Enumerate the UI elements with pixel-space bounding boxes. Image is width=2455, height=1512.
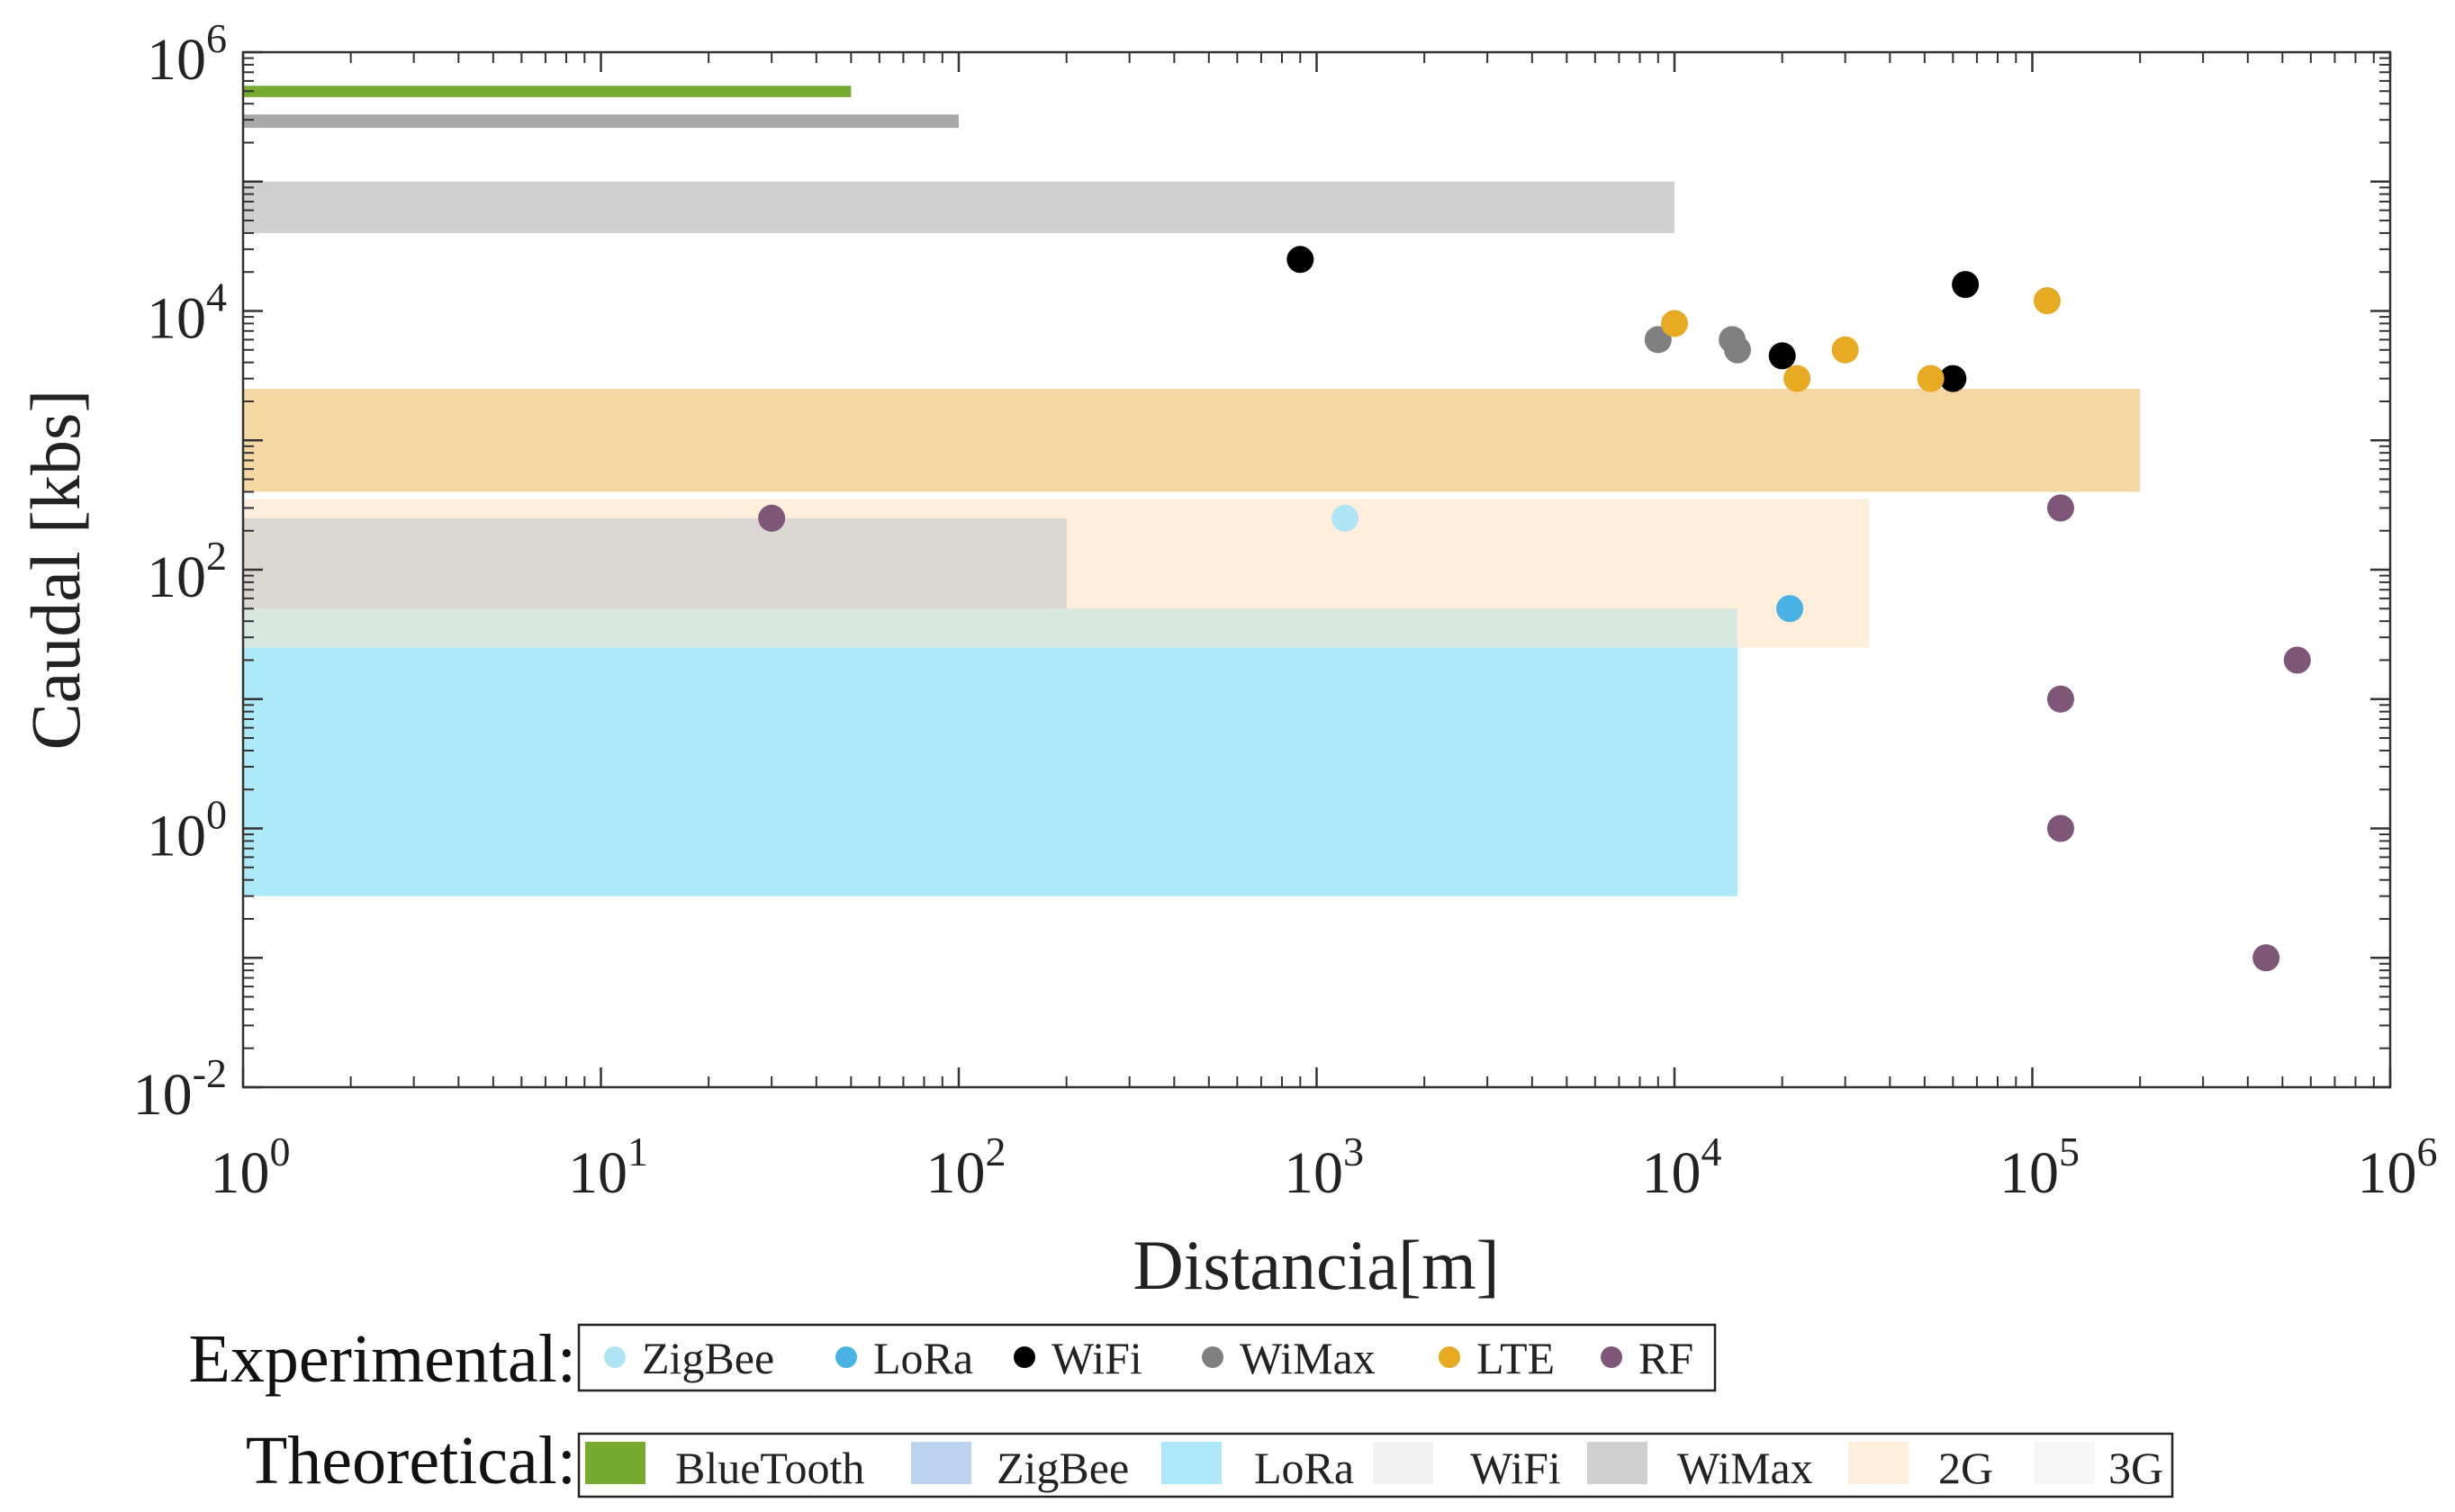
x-tick-labels: 100 101 102 103 104 105 106: [211, 1129, 2438, 1206]
y-tick-labels: 10-2 100 102 104 106: [133, 15, 227, 1128]
legend-label-lora: LoRa: [873, 1333, 973, 1383]
legend-label-rf: RF: [1638, 1333, 1693, 1383]
point-lte: [1831, 336, 1859, 364]
y-tick-label: 104: [147, 274, 227, 352]
x-tick-label: 106: [2358, 1129, 2438, 1206]
point-wimax: [1723, 336, 1751, 364]
range-lora: [243, 608, 1737, 648]
legend-label-wimax: WiMax: [1240, 1333, 1376, 1383]
legend-theoretical: Theoretical: BlueTooth ZigBee LoRa WiFi WiMa…: [246, 1423, 2174, 1498]
range-lora: [243, 647, 1737, 896]
legend-marker-zigbee: [604, 1346, 626, 1368]
range-zigbee: [243, 114, 959, 129]
point-wifi: [1952, 271, 1980, 299]
legend-swatch-wimax: [1587, 1442, 1647, 1484]
legend-experimental-box: [577, 1323, 1717, 1392]
legend-label-3g: 3G: [2108, 1443, 2163, 1493]
legend-experimental-title: Experimental:: [188, 1321, 576, 1397]
point-lora: [1776, 595, 1804, 623]
range-wifi: [243, 518, 1067, 609]
x-tick-label: 105: [1999, 1129, 2080, 1206]
point-wifi: [1768, 342, 1796, 370]
legend-marker-lte: [1439, 1346, 1460, 1368]
legend-swatch-zigbee: [911, 1442, 971, 1484]
y-tick-label: 10-2: [133, 1050, 227, 1128]
y-axis-title: Caudal [kbs]: [16, 390, 95, 751]
legend-theoretical-title: Theoretical:: [246, 1423, 576, 1498]
point-rf: [2283, 646, 2311, 674]
point-lte: [1783, 364, 1811, 392]
legend-marker-lora: [835, 1346, 857, 1368]
legend-swatch-2g: [1848, 1442, 1909, 1484]
range-2g: [243, 389, 2141, 492]
x-tick-label: 102: [926, 1129, 1006, 1206]
point-rf: [2252, 944, 2280, 972]
experimental-points: [758, 246, 2311, 972]
range-bluetooth: [243, 86, 852, 97]
legend-label-wifi: WiFi: [1051, 1333, 1142, 1383]
point-rf: [2046, 494, 2074, 522]
point-wifi: [1939, 364, 1967, 392]
point-lte: [2033, 287, 2061, 315]
point-lte: [1661, 310, 1688, 338]
y-tick-label: 102: [147, 533, 227, 610]
legend-swatch-wifi: [1373, 1442, 1433, 1484]
point-lte: [1917, 364, 1945, 392]
point-wifi: [1286, 246, 1314, 274]
legend-label-wimax: WiMax: [1677, 1443, 1813, 1493]
legend-label-bluetooth: BlueTooth: [675, 1443, 864, 1493]
legend-experimental: Experimental: ZigBee LoRa WiFi WiMax LTE RF: [188, 1321, 1717, 1397]
x-axis-title: Distancia[m]: [1133, 1226, 1499, 1304]
range-wimax: [243, 181, 1674, 233]
x-tick-label: 100: [211, 1129, 291, 1206]
legend-marker-wimax: [1202, 1346, 1223, 1368]
legend-label-zigbee: ZigBee: [642, 1333, 774, 1383]
legend-label-zigbee: ZigBee: [997, 1443, 1129, 1493]
point-rf: [758, 504, 786, 532]
legend-swatch-bluetooth: [585, 1442, 645, 1484]
legend-label-wifi: WiFi: [1470, 1443, 1561, 1493]
point-zigbee: [1331, 504, 1358, 532]
legend-label-2g: 2G: [1938, 1443, 1993, 1493]
point-rf: [2046, 814, 2074, 842]
x-tick-label: 104: [1642, 1129, 1722, 1206]
legend-label-lte: LTE: [1476, 1333, 1555, 1383]
legend-label-lora: LoRa: [1254, 1443, 1354, 1493]
y-tick-label: 100: [147, 792, 227, 869]
legend-swatch-lora: [1161, 1442, 1222, 1484]
legend-swatch-3g: [2035, 1442, 2095, 1484]
y-tick-label: 106: [147, 15, 227, 93]
x-tick-label: 103: [1284, 1129, 1364, 1206]
plot-frame: [241, 50, 2392, 1089]
minor-ticks: [243, 52, 2390, 1087]
legend-marker-wifi: [1014, 1346, 1035, 1368]
x-tick-label: 101: [568, 1129, 648, 1206]
point-rf: [2046, 685, 2074, 713]
legend-marker-rf: [1601, 1346, 1622, 1368]
theoretical-ranges: [243, 86, 2141, 896]
